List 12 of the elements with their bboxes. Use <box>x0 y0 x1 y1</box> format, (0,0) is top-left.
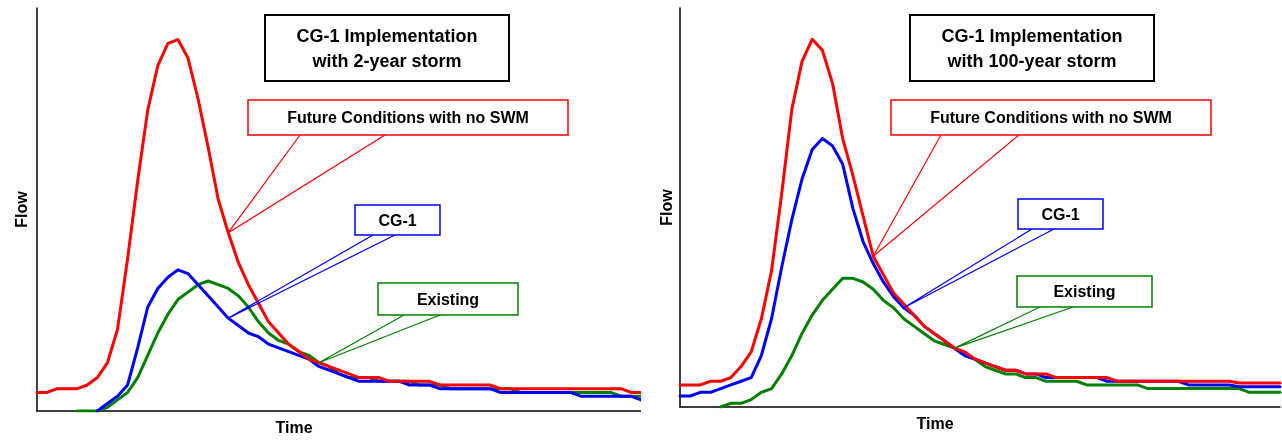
text: Future Conditions with no SWM <box>287 109 529 126</box>
text: Existing <box>1053 283 1116 300</box>
y-axis-title: Flow <box>12 190 30 228</box>
text: CG-1 <box>1041 205 1080 223</box>
x-axis-title: Time <box>275 418 313 436</box>
text: Existing <box>416 290 480 308</box>
y-axis-title: Flow <box>657 188 675 226</box>
text: CG-1 <box>378 211 417 229</box>
chart-title: CG-1 Implementation with 100-year storm <box>941 25 1123 71</box>
text: Future Conditions with no SWM <box>930 109 1172 126</box>
x-axis-title: Time <box>916 414 954 432</box>
chart-title: CG-1 Implementation with 2-year storm <box>296 25 478 71</box>
